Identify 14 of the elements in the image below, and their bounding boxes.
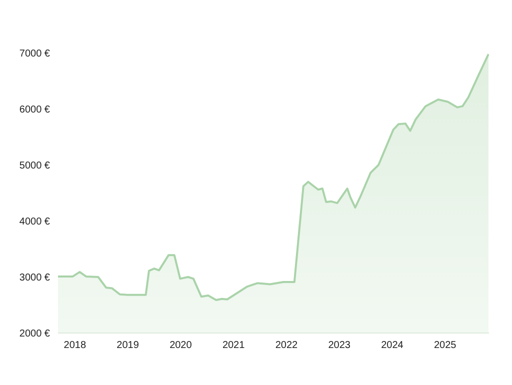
x-tick-label: 2020 — [170, 340, 192, 352]
x-tick-label: 2018 — [64, 340, 86, 352]
x-tick-label: 2024 — [381, 340, 404, 352]
x-tick-label: 2023 — [328, 340, 351, 352]
y-tick-label: 5000 € — [19, 160, 50, 172]
y-tick-label: 6000 € — [19, 104, 50, 116]
y-tick-label: 2000 € — [19, 328, 50, 340]
y-tick-label: 4000 € — [19, 216, 50, 228]
x-tick-label: 2019 — [116, 340, 140, 352]
x-tick-label: 2021 — [222, 340, 246, 352]
x-tick-label: 2022 — [275, 340, 298, 352]
y-tick-label: 7000 € — [19, 48, 50, 60]
x-tick-label: 2025 — [434, 340, 457, 352]
y-tick-label: 3000 € — [19, 272, 50, 284]
